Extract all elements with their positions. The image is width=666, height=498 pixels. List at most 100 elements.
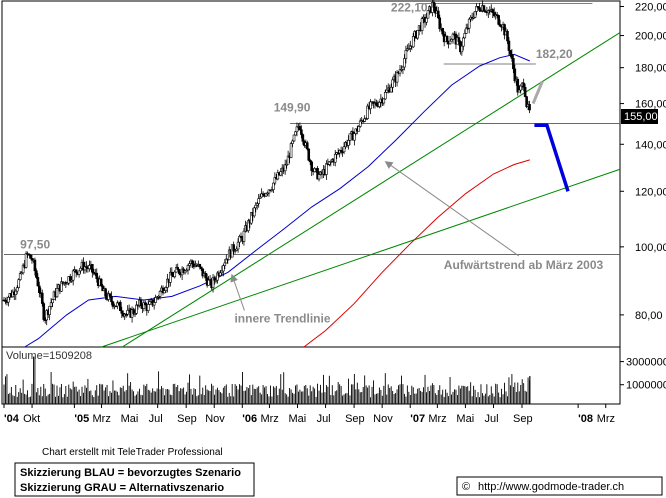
candle-body — [364, 118, 368, 120]
candle-body — [448, 40, 452, 45]
candle-body — [186, 265, 190, 271]
candle-body — [401, 66, 405, 70]
candle-body — [176, 267, 180, 270]
y-tick-label: 180,00 — [635, 63, 666, 75]
candle-body — [339, 150, 343, 152]
candle-body — [170, 271, 174, 276]
candle-body — [407, 48, 411, 50]
candle-body — [348, 133, 352, 141]
candle-body — [111, 301, 115, 307]
candle-body — [510, 54, 514, 59]
candle-body — [316, 168, 319, 180]
candle-body — [473, 11, 477, 18]
candle-body — [223, 262, 227, 266]
candle-body — [40, 292, 44, 304]
legend-grey: Skizzierung GRAU = Alternativszenario — [20, 482, 224, 494]
candle-body — [478, 7, 481, 11]
candle-body — [35, 270, 38, 278]
x-tick-label: '08 — [578, 413, 593, 425]
candle-body — [173, 271, 177, 278]
x-tick-label: Jul — [484, 413, 498, 425]
candle-body — [492, 12, 496, 17]
candle-body — [158, 290, 162, 297]
trend-line — [121, 32, 621, 348]
candle-body — [183, 270, 187, 274]
candle-body — [507, 40, 511, 51]
candle-body — [363, 118, 366, 122]
candle-body — [389, 86, 393, 93]
candle-body — [7, 297, 10, 303]
candle-body — [506, 30, 509, 42]
y-tick-label: 100,00 — [635, 242, 666, 254]
candle-body — [191, 260, 194, 265]
candle-body — [491, 9, 495, 13]
candle-body — [18, 273, 22, 280]
candle-body — [169, 271, 172, 283]
candle-body — [232, 244, 235, 252]
candle-body — [325, 163, 328, 175]
candle-body — [24, 253, 28, 268]
candle-body — [92, 271, 96, 274]
x-tick-label: Mrz — [260, 413, 278, 425]
candle-body — [420, 18, 424, 31]
candle-body — [224, 258, 228, 264]
candle-body — [266, 192, 269, 195]
candle-body — [38, 285, 41, 293]
candle-body — [294, 131, 297, 136]
candle-body — [110, 295, 113, 303]
candle-body — [185, 269, 188, 272]
trend-line — [101, 168, 621, 348]
candle-body — [255, 203, 259, 206]
candle-body — [108, 293, 112, 297]
candle-body — [91, 264, 94, 273]
candle-body — [135, 304, 138, 314]
candle-body — [261, 193, 265, 196]
x-tick-label: '06 — [242, 413, 257, 425]
candle-body — [313, 168, 316, 172]
candle-body — [328, 161, 331, 165]
candle-body — [411, 36, 415, 48]
candle-body — [403, 58, 406, 68]
candle-body — [74, 269, 78, 273]
candle-body — [279, 171, 283, 176]
candle-body — [238, 236, 241, 243]
candle-body — [144, 302, 147, 306]
candle-body — [88, 265, 91, 270]
candle-body — [27, 253, 31, 256]
candle-body — [441, 27, 444, 35]
candle-body — [83, 266, 87, 271]
candle-body — [254, 204, 258, 209]
candle-body — [457, 37, 461, 42]
candle-body — [482, 5, 486, 12]
candle-body — [503, 24, 506, 36]
x-tick-label: Okt — [23, 413, 40, 425]
candle-body — [95, 272, 99, 279]
candle-body — [21, 264, 25, 274]
candle-body — [66, 282, 69, 285]
x-tick-label: '07 — [410, 413, 425, 425]
candle-body — [283, 164, 287, 172]
candle-body — [467, 18, 471, 29]
candle-body — [267, 189, 271, 194]
candle-body — [152, 302, 156, 306]
candle-body — [369, 101, 372, 110]
candle-body — [357, 126, 361, 132]
x-tick-label: Sep — [513, 413, 533, 425]
candle-body — [77, 270, 81, 275]
candle-body — [273, 177, 277, 184]
candle-body — [516, 78, 520, 93]
candle-body — [68, 276, 72, 281]
candle-body — [45, 310, 48, 321]
annotation-arrow — [230, 273, 245, 311]
candle-body — [17, 279, 21, 288]
x-tick-label: Mrz — [597, 413, 615, 425]
url-box — [456, 476, 663, 496]
annotations: Aufwärtstrend ab März 2003 innere Trendli… — [230, 161, 604, 326]
y-tick-label: 80,00 — [635, 310, 663, 322]
x-tick-label: Mrz — [93, 413, 111, 425]
candle-body — [472, 16, 475, 19]
candle-body — [292, 134, 296, 142]
candle-body — [148, 301, 152, 305]
candle-body — [272, 182, 275, 190]
